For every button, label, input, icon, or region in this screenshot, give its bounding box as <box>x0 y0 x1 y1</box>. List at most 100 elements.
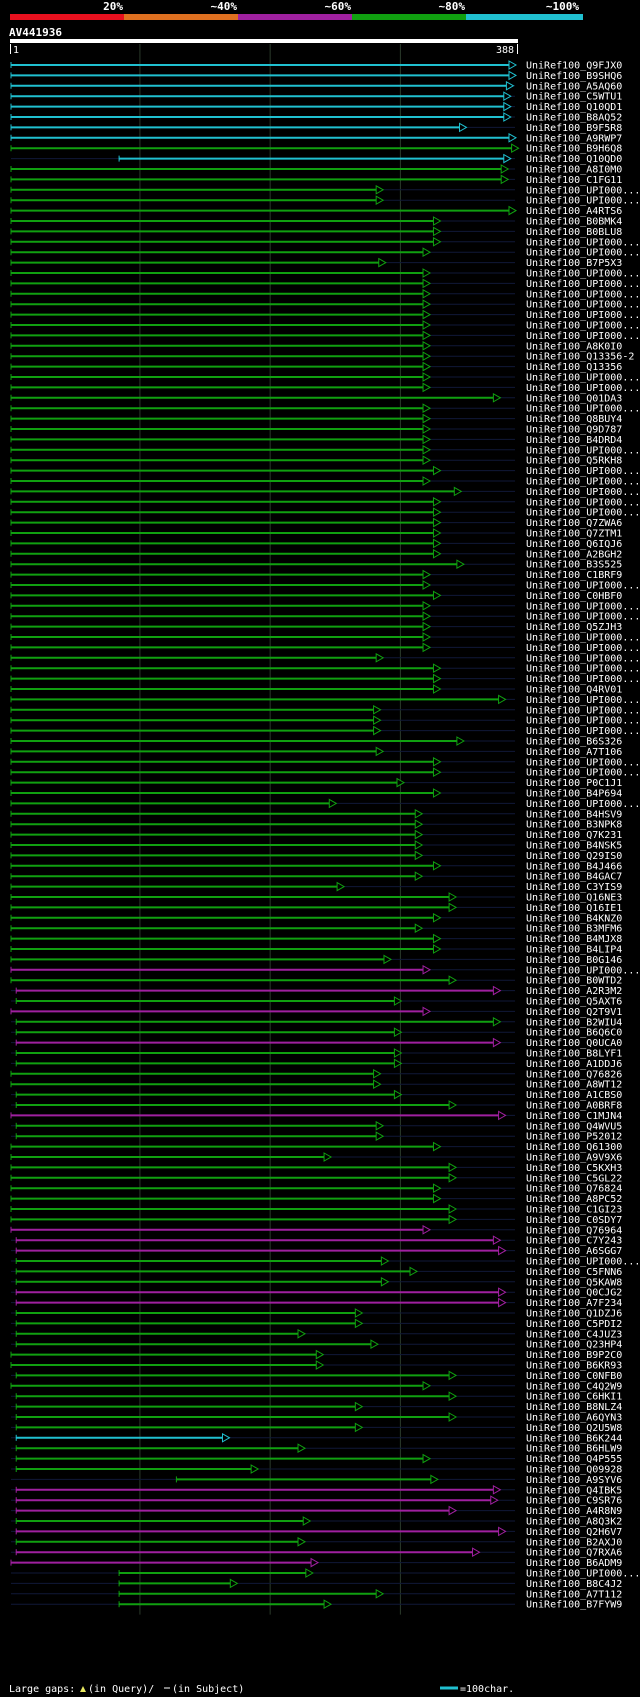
hit-row[interactable]: UniRef100_B4P694 <box>10 788 622 800</box>
hit-label[interactable]: UniRef100_C1BRF9 <box>526 570 622 581</box>
hit-row[interactable]: UniRef100_B0WTD2 <box>10 975 622 987</box>
hit-label[interactable]: UniRef100_Q2T9V1 <box>526 1007 622 1018</box>
hit-label[interactable]: UniRef100_Q9FJX0 <box>526 61 622 72</box>
hit-row[interactable]: UniRef100_Q6IQJ6 <box>10 538 622 550</box>
hit-row[interactable]: UniRef100_C0HBF0 <box>10 590 622 602</box>
hit-row[interactable]: UniRef100_Q7ZTM1 <box>10 528 622 540</box>
hit-row[interactable]: UniRef100_B4DRD4 <box>10 434 622 446</box>
hit-row[interactable]: UniRef100_B0G146 <box>10 954 622 966</box>
hit-label[interactable]: UniRef100_A0BRF8 <box>526 1101 622 1112</box>
hit-label[interactable]: UniRef100_A8K0I0 <box>526 341 622 352</box>
hit-label[interactable]: UniRef100_Q7RXA6 <box>526 1548 622 1559</box>
hit-row[interactable]: UniRef100_C6HKI1 <box>11 1391 622 1403</box>
hit-row[interactable]: UniRef100_C5KXH3 <box>10 1162 622 1174</box>
hit-label[interactable]: UniRef100_Q4P555 <box>526 1454 622 1465</box>
hit-label[interactable]: UniRef100_B6K244 <box>526 1433 622 1444</box>
hit-label[interactable]: UniRef100_Q7ZTM1 <box>526 529 622 540</box>
hit-row[interactable]: UniRef100_A5AQ60 <box>10 80 622 92</box>
hit-label[interactable]: UniRef100_UPI000... <box>526 487 640 498</box>
hit-row[interactable]: UniRef100_A1CBS0 <box>11 1089 622 1101</box>
hit-label[interactable]: UniRef100_UPI000... <box>526 757 640 768</box>
hit-label[interactable]: UniRef100_UPI000... <box>526 383 640 394</box>
hit-label[interactable]: UniRef100_UPI000... <box>526 477 640 488</box>
hit-label[interactable]: UniRef100_A4R8N9 <box>526 1506 622 1517</box>
hit-row[interactable]: UniRef100_C0SDY7 <box>10 1214 622 1226</box>
hit-label[interactable]: UniRef100_B6S326 <box>526 737 622 748</box>
hit-row[interactable]: UniRef100_Q4IBK5 <box>11 1484 622 1496</box>
hit-label[interactable]: UniRef100_Q01DA3 <box>526 393 622 404</box>
hit-label[interactable]: UniRef100_C5PDI2 <box>526 1319 622 1330</box>
hit-row[interactable]: UniRef100_UPI000... <box>10 704 640 716</box>
hit-row[interactable]: UniRef100_Q7ZWA6 <box>10 517 622 529</box>
hit-label[interactable]: UniRef100_B4NSK5 <box>526 841 622 852</box>
hit-row[interactable]: UniRef100_B9H6Q8 <box>10 143 622 155</box>
hit-row[interactable]: UniRef100_A9V9X6 <box>10 1152 622 1164</box>
hit-row[interactable]: UniRef100_UPI000... <box>10 642 640 654</box>
hit-row[interactable]: UniRef100_A9SYV6 <box>11 1474 622 1486</box>
hit-label[interactable]: UniRef100_Q13356-2 <box>526 352 634 363</box>
hit-label[interactable]: UniRef100_A9RWP7 <box>526 133 622 144</box>
hit-row[interactable]: UniRef100_A2BGH2 <box>10 548 622 560</box>
hit-row[interactable]: UniRef100_UPI000... <box>10 278 640 290</box>
hit-row[interactable]: UniRef100_B7P5X3 <box>10 257 622 269</box>
hit-label[interactable]: UniRef100_B6HLW9 <box>526 1444 622 1455</box>
hit-label[interactable]: UniRef100_UPI000... <box>526 289 640 300</box>
hit-row[interactable]: UniRef100_UPI000... <box>10 580 640 592</box>
hit-row[interactable]: UniRef100_UPI000... <box>10 476 640 488</box>
hit-row[interactable]: UniRef100_A4R8N9 <box>11 1505 622 1517</box>
hit-label[interactable]: UniRef100_UPI000... <box>526 321 640 332</box>
hit-label[interactable]: UniRef100_C0HBF0 <box>526 591 622 602</box>
hit-label[interactable]: UniRef100_Q4RV01 <box>526 685 622 696</box>
hit-label[interactable]: UniRef100_A8WT12 <box>526 1080 622 1091</box>
hit-row[interactable]: UniRef100_Q1DZJ6 <box>11 1308 622 1320</box>
hit-row[interactable]: UniRef100_UPI000... <box>10 725 640 737</box>
hit-label[interactable]: UniRef100_B9P2C0 <box>526 1350 622 1361</box>
hit-row[interactable]: UniRef100_B9P2C0 <box>10 1349 622 1361</box>
hit-row[interactable]: UniRef100_UPI000... <box>10 195 640 207</box>
hit-row[interactable]: UniRef100_P52012 <box>11 1131 622 1143</box>
hit-label[interactable]: UniRef100_Q76824 <box>526 1184 622 1195</box>
hit-row[interactable]: UniRef100_Q2U5W8 <box>11 1422 622 1434</box>
hit-row[interactable]: UniRef100_UPI000... <box>10 611 640 623</box>
hit-label[interactable]: UniRef100_Q16NE3 <box>526 893 622 904</box>
hit-row[interactable]: UniRef100_UPI000... <box>10 320 640 332</box>
hit-row[interactable]: UniRef100_B2AXJ0 <box>11 1536 622 1548</box>
hit-label[interactable]: UniRef100_C4JUZ3 <box>526 1329 622 1340</box>
hit-row[interactable]: UniRef100_UPI000... <box>10 372 640 384</box>
hit-row[interactable]: UniRef100_C5PDI2 <box>11 1318 622 1330</box>
hit-row[interactable]: UniRef100_B0BMK4 <box>10 216 622 228</box>
hit-row[interactable]: UniRef100_P0C1J1 <box>10 777 622 789</box>
hit-label[interactable]: UniRef100_B8C4J2 <box>526 1579 622 1590</box>
hit-row[interactable]: UniRef100_UPI000... <box>10 964 640 976</box>
hit-label[interactable]: UniRef100_Q09928 <box>526 1465 622 1476</box>
hit-label[interactable]: UniRef100_A9SYV6 <box>526 1475 622 1486</box>
hit-row[interactable]: UniRef100_Q7K231 <box>10 829 622 841</box>
hit-row[interactable]: UniRef100_C4JUZ3 <box>11 1328 622 1340</box>
hit-row[interactable]: UniRef100_C5WTU1 <box>10 91 622 103</box>
hit-row[interactable]: UniRef100_B7FYW9 <box>11 1599 622 1611</box>
hit-label[interactable]: UniRef100_Q5KAW8 <box>526 1277 622 1288</box>
hit-row[interactable]: UniRef100_B4KNZ0 <box>10 912 622 924</box>
hit-label[interactable]: UniRef100_Q6IQJ6 <box>526 539 622 550</box>
hit-label[interactable]: UniRef100_Q7K231 <box>526 830 622 841</box>
hit-label[interactable]: UniRef100_UPI000... <box>526 601 640 612</box>
hit-row[interactable]: UniRef100_Q9D787 <box>10 424 622 436</box>
hit-label[interactable]: UniRef100_UPI000... <box>526 612 640 623</box>
hit-label[interactable]: UniRef100_B2AXJ0 <box>526 1537 622 1548</box>
hit-label[interactable]: UniRef100_A8Q3K2 <box>526 1517 622 1528</box>
hit-row[interactable]: UniRef100_Q7RXA6 <box>11 1547 622 1559</box>
hit-row[interactable]: UniRef100_C1BRF9 <box>10 569 622 581</box>
hit-row[interactable]: UniRef100_C9SR76 <box>11 1495 622 1507</box>
hit-label[interactable]: UniRef100_B7P5X3 <box>526 258 622 269</box>
hit-label[interactable]: UniRef100_UPI000... <box>526 965 640 976</box>
hit-label[interactable]: UniRef100_Q76826 <box>526 1069 622 1080</box>
hit-row[interactable]: UniRef100_Q16IE1 <box>10 902 622 914</box>
hit-row[interactable]: UniRef100_B2WIU4 <box>11 1016 622 1028</box>
hit-label[interactable]: UniRef100_UPI000... <box>526 508 640 519</box>
hit-label[interactable]: UniRef100_C5GL22 <box>526 1173 622 1184</box>
hit-label[interactable]: UniRef100_A6QYN3 <box>526 1413 622 1424</box>
hit-row[interactable]: UniRef100_A1DDJ6 <box>11 1058 622 1070</box>
hit-row[interactable]: UniRef100_C1FG11 <box>10 174 622 186</box>
hit-label[interactable]: UniRef100_B3NPK8 <box>526 820 622 831</box>
hit-row[interactable]: UniRef100_B8AQ52 <box>10 112 622 124</box>
